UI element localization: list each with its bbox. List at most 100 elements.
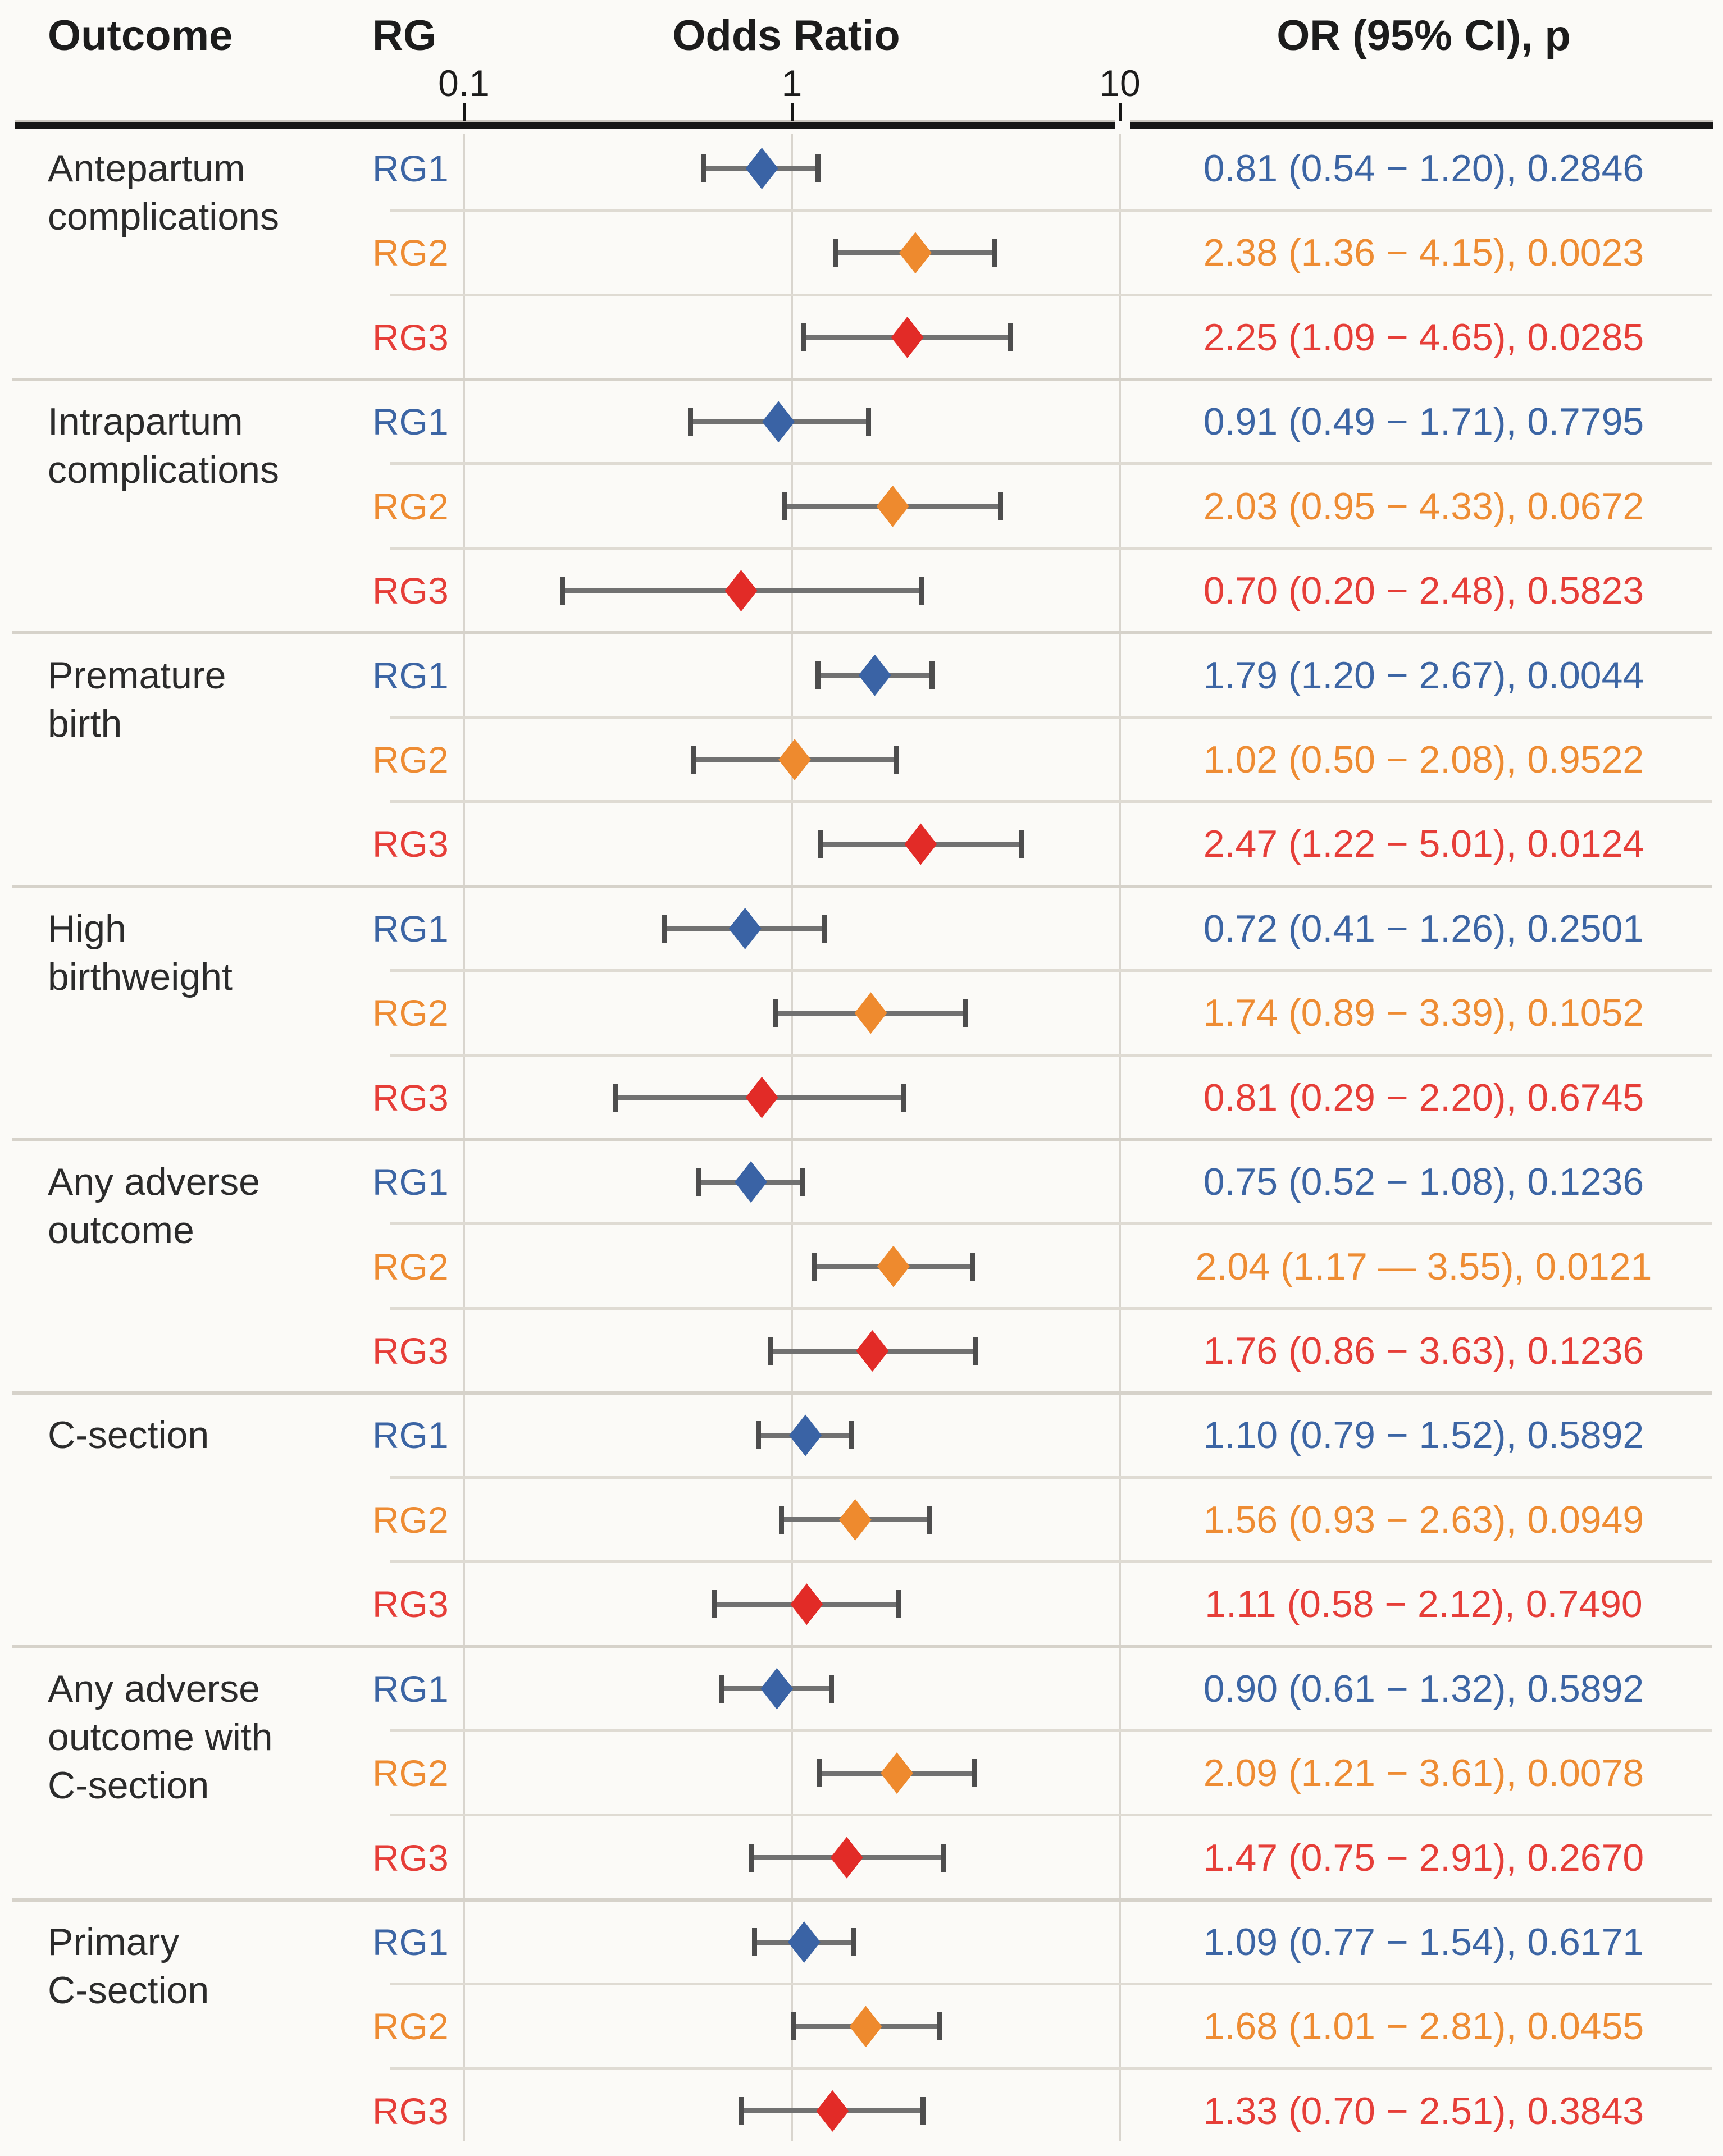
or-diamond-marker xyxy=(745,148,778,189)
ci-cap-high xyxy=(992,239,997,267)
ci-cap-low xyxy=(690,746,696,774)
rg-label: RG1 xyxy=(372,907,449,949)
ci-cap-high xyxy=(972,1759,978,1788)
rg-label: RG3 xyxy=(372,1076,449,1118)
or-ci-p-value: 2.38 (1.36 − 4.15), 0.0023 xyxy=(1203,231,1644,275)
ci-cap-high xyxy=(815,154,821,182)
ci-cap-high xyxy=(849,1421,854,1450)
ci-cap-high xyxy=(828,1674,834,1703)
or-ci-p-value: 0.81 (0.54 − 1.20), 0.2846 xyxy=(1203,147,1644,190)
or-ci-p-value: 2.25 (1.09 − 4.65), 0.0285 xyxy=(1203,316,1644,359)
rg-label: RG3 xyxy=(372,570,449,612)
or-diamond-marker xyxy=(790,1583,823,1625)
rg-label: RG3 xyxy=(372,1330,449,1372)
or-diamond-marker xyxy=(762,401,795,443)
or-ci-p-value: 1.74 (0.89 − 3.39), 0.1052 xyxy=(1203,992,1644,1035)
ci-cap-high xyxy=(969,1252,975,1281)
ci-cap-low xyxy=(816,1759,822,1788)
rg-label: RG3 xyxy=(372,316,449,358)
or-ci-p-value: 1.68 (1.01 − 2.81), 0.0455 xyxy=(1203,2005,1644,2048)
ci-cap-high xyxy=(800,1168,806,1196)
rg-label: RG3 xyxy=(372,823,449,865)
outcome-label: Intrapartum complications xyxy=(48,400,279,492)
or-diamond-marker xyxy=(849,2006,882,2048)
ci-cap-low xyxy=(833,239,838,267)
rg-label: RG1 xyxy=(372,654,449,696)
rg-label: RG1 xyxy=(372,1414,449,1456)
axis-gridline xyxy=(463,134,465,2141)
rg-label: RG2 xyxy=(372,2006,449,2048)
axis-gridline xyxy=(791,134,793,2141)
ci-cap-low xyxy=(613,1083,618,1112)
row-separator xyxy=(390,546,1712,550)
group-separator xyxy=(12,378,1712,382)
rg-label: RG2 xyxy=(372,232,449,274)
axis-tick-label: 1 xyxy=(781,62,803,104)
or-diamond-marker xyxy=(789,1414,822,1456)
or-diamond-marker xyxy=(899,232,932,274)
group-separator xyxy=(12,1138,1712,1141)
ci-cap-low xyxy=(752,1928,758,1957)
group-separator xyxy=(12,631,1712,635)
or-ci-p-value: 1.79 (1.20 − 2.67), 0.0044 xyxy=(1203,654,1644,697)
rg-label: RG1 xyxy=(372,1668,449,1710)
row-separator xyxy=(390,209,1712,212)
outcome-label: C-section xyxy=(48,1414,209,1457)
row-separator xyxy=(390,1053,1712,1057)
outcome-label: Antepartum complications xyxy=(48,147,279,238)
rg-label: RG3 xyxy=(372,2090,449,2132)
ci-cap-low xyxy=(560,577,566,605)
ci-cap-low xyxy=(719,1674,724,1703)
outcome-label: Primary C-section xyxy=(48,1921,209,2012)
or-ci-p-value: 2.47 (1.22 − 5.01), 0.0124 xyxy=(1203,823,1644,866)
ci-cap-low xyxy=(662,914,668,943)
axis-tick-mark xyxy=(463,103,466,121)
rg-label: RG1 xyxy=(372,148,449,189)
ci-cap-low xyxy=(791,2012,796,2041)
ci-cap-high xyxy=(1019,830,1024,858)
or-ci-p-value: 1.33 (0.70 − 2.51), 0.3843 xyxy=(1203,2089,1644,2132)
or-ci-p-value: 2.09 (1.21 − 3.61), 0.0078 xyxy=(1203,1752,1644,1795)
or-diamond-marker xyxy=(735,1161,768,1203)
or-diamond-marker xyxy=(891,316,924,358)
rg-label: RG2 xyxy=(372,485,449,527)
ci-cap-low xyxy=(755,1421,761,1450)
group-separator xyxy=(12,1898,1712,1902)
ci-cap-high xyxy=(896,1590,902,1619)
row-separator xyxy=(390,969,1712,972)
rg-label: RG1 xyxy=(372,401,449,443)
or-diamond-marker xyxy=(816,2090,849,2132)
rg-label: RG2 xyxy=(372,1752,449,1794)
or-diamond-marker xyxy=(778,739,812,780)
col-header-rg: RG xyxy=(372,12,436,60)
or-diamond-marker xyxy=(880,1752,913,1794)
or-ci-p-value: 1.47 (0.75 − 2.91), 0.2670 xyxy=(1203,1836,1644,1879)
row-separator xyxy=(390,1560,1712,1564)
axis-gridline xyxy=(1119,134,1121,2141)
or-diamond-marker xyxy=(904,823,937,865)
ci-cap-high xyxy=(973,1337,978,1365)
ci-cap-high xyxy=(929,661,935,689)
ci-cap-high xyxy=(927,1505,932,1534)
rg-label: RG3 xyxy=(372,1837,449,1879)
or-diamond-marker xyxy=(876,485,909,527)
outcome-label: Any adverse outcome with C-section xyxy=(48,1667,273,1807)
ci-cap-high xyxy=(851,1928,856,1957)
outcome-label: Premature birth xyxy=(48,654,226,745)
row-separator xyxy=(390,1983,1712,1986)
or-ci-p-value: 0.81 (0.29 − 2.20), 0.6745 xyxy=(1203,1076,1644,1119)
or-diamond-marker xyxy=(830,1837,863,1879)
ci-cap-high xyxy=(1008,323,1014,351)
ci-cap-low xyxy=(772,999,778,1027)
or-diamond-marker xyxy=(856,1330,889,1372)
ci-cap-low xyxy=(782,492,787,520)
row-separator xyxy=(390,293,1712,296)
ci-cap-high xyxy=(920,2096,926,2125)
row-separator xyxy=(390,1476,1712,1479)
ci-cap-low xyxy=(779,1505,785,1534)
or-ci-p-value: 1.02 (0.50 − 2.08), 0.9522 xyxy=(1203,738,1644,781)
outcome-label: Any adverse outcome xyxy=(48,1161,260,1252)
col-header-outcome: Outcome xyxy=(48,12,233,60)
or-ci-p-value: 1.10 (0.79 − 1.52), 0.5892 xyxy=(1203,1414,1644,1457)
